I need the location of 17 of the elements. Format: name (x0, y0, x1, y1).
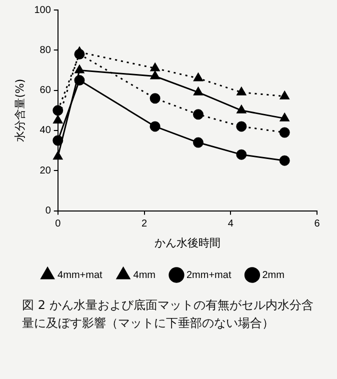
caption: 図 2 かん水量および底面マットの有無がセル内水分含量に及ぼす影響（マットに下垂部のない場合） (22, 297, 314, 332)
legend-label: 2mm (262, 270, 284, 281)
x-tick-label: 4 (228, 218, 234, 230)
y-tick-label: 60 (40, 85, 52, 96)
y-tick-label: 100 (34, 4, 52, 16)
x-tick-label: 0 (55, 218, 62, 230)
y-tick-label: 20 (40, 165, 52, 176)
legend-label: 4mm+mat (58, 270, 102, 281)
legend-label: 2mm+mat (186, 270, 232, 281)
y-tick-label: 40 (40, 125, 52, 136)
y-axis-title: 水分含量(%) (13, 78, 26, 142)
legend-label: 4mm (133, 270, 156, 281)
x-tick-label: 6 (314, 218, 320, 230)
y-tick-label: 0 (45, 206, 52, 217)
y-tick-label: 80 (40, 44, 52, 56)
x-axis-title: かん水後時間 (154, 236, 220, 250)
x-tick-label: 2 (141, 218, 148, 230)
